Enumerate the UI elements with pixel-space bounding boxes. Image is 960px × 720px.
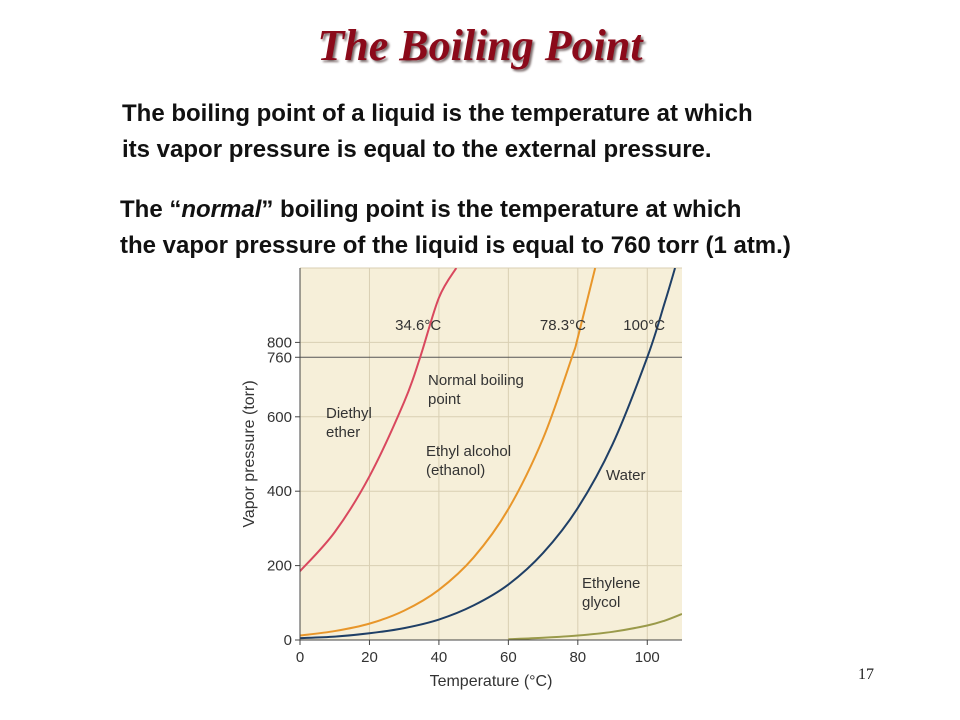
series-label-ethylene-glycol: Ethylene glycol — [582, 575, 640, 611]
x-tick-label: 0 — [296, 649, 304, 666]
normal-boiling-point-label-line: point — [428, 391, 461, 408]
normal-boiling-point-definition: The “normal” boiling point is the temper… — [120, 192, 791, 264]
boiling-temp-annotation: 34.6°C — [395, 317, 441, 334]
definition-line-1: The boiling point of a liquid is the tem… — [122, 100, 753, 127]
boiling-temp-annotation: 100°C — [623, 317, 665, 334]
series-label-ethylene-glycol-line: Ethylene — [582, 575, 640, 592]
slide-number: 17 — [858, 666, 874, 683]
y-tick-label: 400 — [267, 483, 292, 500]
definition-line-2: its vapor pressure is equal to the exter… — [122, 136, 712, 163]
y-tick-label: 600 — [267, 409, 292, 426]
chart-labels: Diethyl ether Ethyl alcohol (ethanol) Water E… — [326, 317, 665, 611]
series-line-ethyl-alcohol — [300, 268, 597, 637]
series-label-ethyl-alcohol-line: Ethyl alcohol — [426, 443, 511, 460]
series-label-water-line: Water — [606, 467, 645, 484]
series-label-diethyl-ether-line: Diethyl — [326, 405, 372, 422]
normal-definition-line-1: The “normal” boiling point is the temper… — [120, 192, 791, 228]
x-axis-title: Temperature (°C) — [430, 673, 553, 690]
series-line-water — [300, 268, 677, 640]
x-tick-label: 20 — [361, 649, 378, 666]
x-tick-label: 60 — [500, 649, 517, 666]
series-label-ethylene-glycol-line: glycol — [582, 594, 620, 611]
series-line-ethylene-glycol — [508, 613, 682, 640]
plot-area — [300, 268, 682, 640]
quote-close-rest: ” boiling point is the temperature at wh… — [261, 196, 742, 223]
normal-boiling-point-label: Normal boiling point — [428, 372, 524, 408]
boiling-point-definition: The boiling point of a liquid is the tem… — [122, 96, 753, 168]
series-label-ethyl-alcohol-line: (ethanol) — [426, 462, 485, 479]
series-label-ethyl-alcohol: Ethyl alcohol (ethanol) — [426, 443, 511, 479]
y-tick-label: 200 — [267, 558, 292, 575]
x-tick-label: 80 — [569, 649, 586, 666]
normal-definition-line-2: the vapor pressure of the liquid is equa… — [120, 232, 791, 259]
series-label-diethyl-ether: Diethyl ether — [326, 405, 372, 441]
normal-emphasis: normal — [181, 196, 262, 223]
boiling-temp-annotation: 78.3°C — [540, 317, 586, 334]
series-line-diethyl-ether — [300, 268, 458, 572]
series-group — [300, 268, 682, 640]
y-tick-label: 760 — [267, 349, 292, 366]
y-axis-title: Vapor pressure (torr) — [241, 380, 258, 527]
slide-title: The Boiling Point — [317, 21, 643, 70]
series-label-diethyl-ether-line: ether — [326, 424, 360, 441]
x-tick-label: 40 — [431, 649, 448, 666]
y-tick-label: 800 — [267, 334, 292, 351]
quote-open: The “ — [120, 196, 182, 223]
series-label-water: Water — [606, 467, 645, 484]
x-tick-label: 100 — [635, 649, 660, 666]
normal-boiling-point-label-line: Normal boiling — [428, 372, 524, 389]
y-tick-label: 0 — [284, 632, 292, 649]
